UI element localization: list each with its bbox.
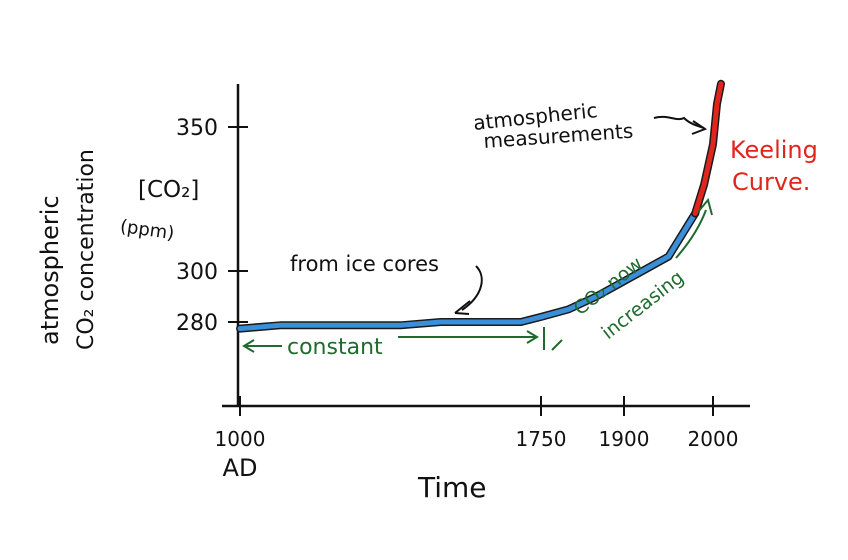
- keeling-label-line1: Keeling: [730, 136, 818, 164]
- ice-core-series-line: [237, 210, 698, 332]
- keeling-label-line2: Curve.: [732, 168, 810, 196]
- x-tick-label: 1900: [599, 427, 650, 451]
- atmos-arrow: [653, 115, 705, 129]
- y-axis-label-line2: CO₂ concentration: [74, 149, 99, 350]
- ice-cores-arrow: [461, 265, 483, 311]
- ice-cores-annotation: from ice cores: [290, 252, 439, 276]
- atmos-arrowhead: [691, 120, 708, 135]
- constant-annotation: constant: [287, 335, 383, 360]
- increasing-arrow: [551, 209, 707, 351]
- x-tick-sublabel: AD: [223, 454, 258, 482]
- y-tick-label: 280: [176, 311, 218, 336]
- x-tick-label: 2000: [688, 427, 739, 451]
- series: [236, 79, 725, 333]
- constant-right-arrowhead: [526, 330, 539, 344]
- x-tick-label: 1750: [516, 427, 567, 451]
- y-tick-label: 350: [176, 116, 218, 141]
- x-tick-label: 1000: [215, 427, 266, 451]
- x-ticks: 1000 AD 1750 1900 2000: [215, 396, 739, 482]
- increasing-arrowhead: [697, 197, 713, 216]
- ice-cores-arrowhead: [454, 300, 471, 315]
- y-axis-label-line1: atmospheric: [36, 195, 64, 345]
- y-axis-unit-label: (ppm): [119, 216, 176, 244]
- keeling-series-line: [692, 81, 724, 216]
- y-ticks: 280 300 350: [176, 116, 248, 336]
- constant-left-arrowhead: [242, 339, 255, 353]
- y-axis-bracket-label: [CO₂]: [138, 177, 199, 203]
- y-tick-label: 300: [176, 260, 218, 285]
- x-axis-label: Time: [417, 471, 487, 504]
